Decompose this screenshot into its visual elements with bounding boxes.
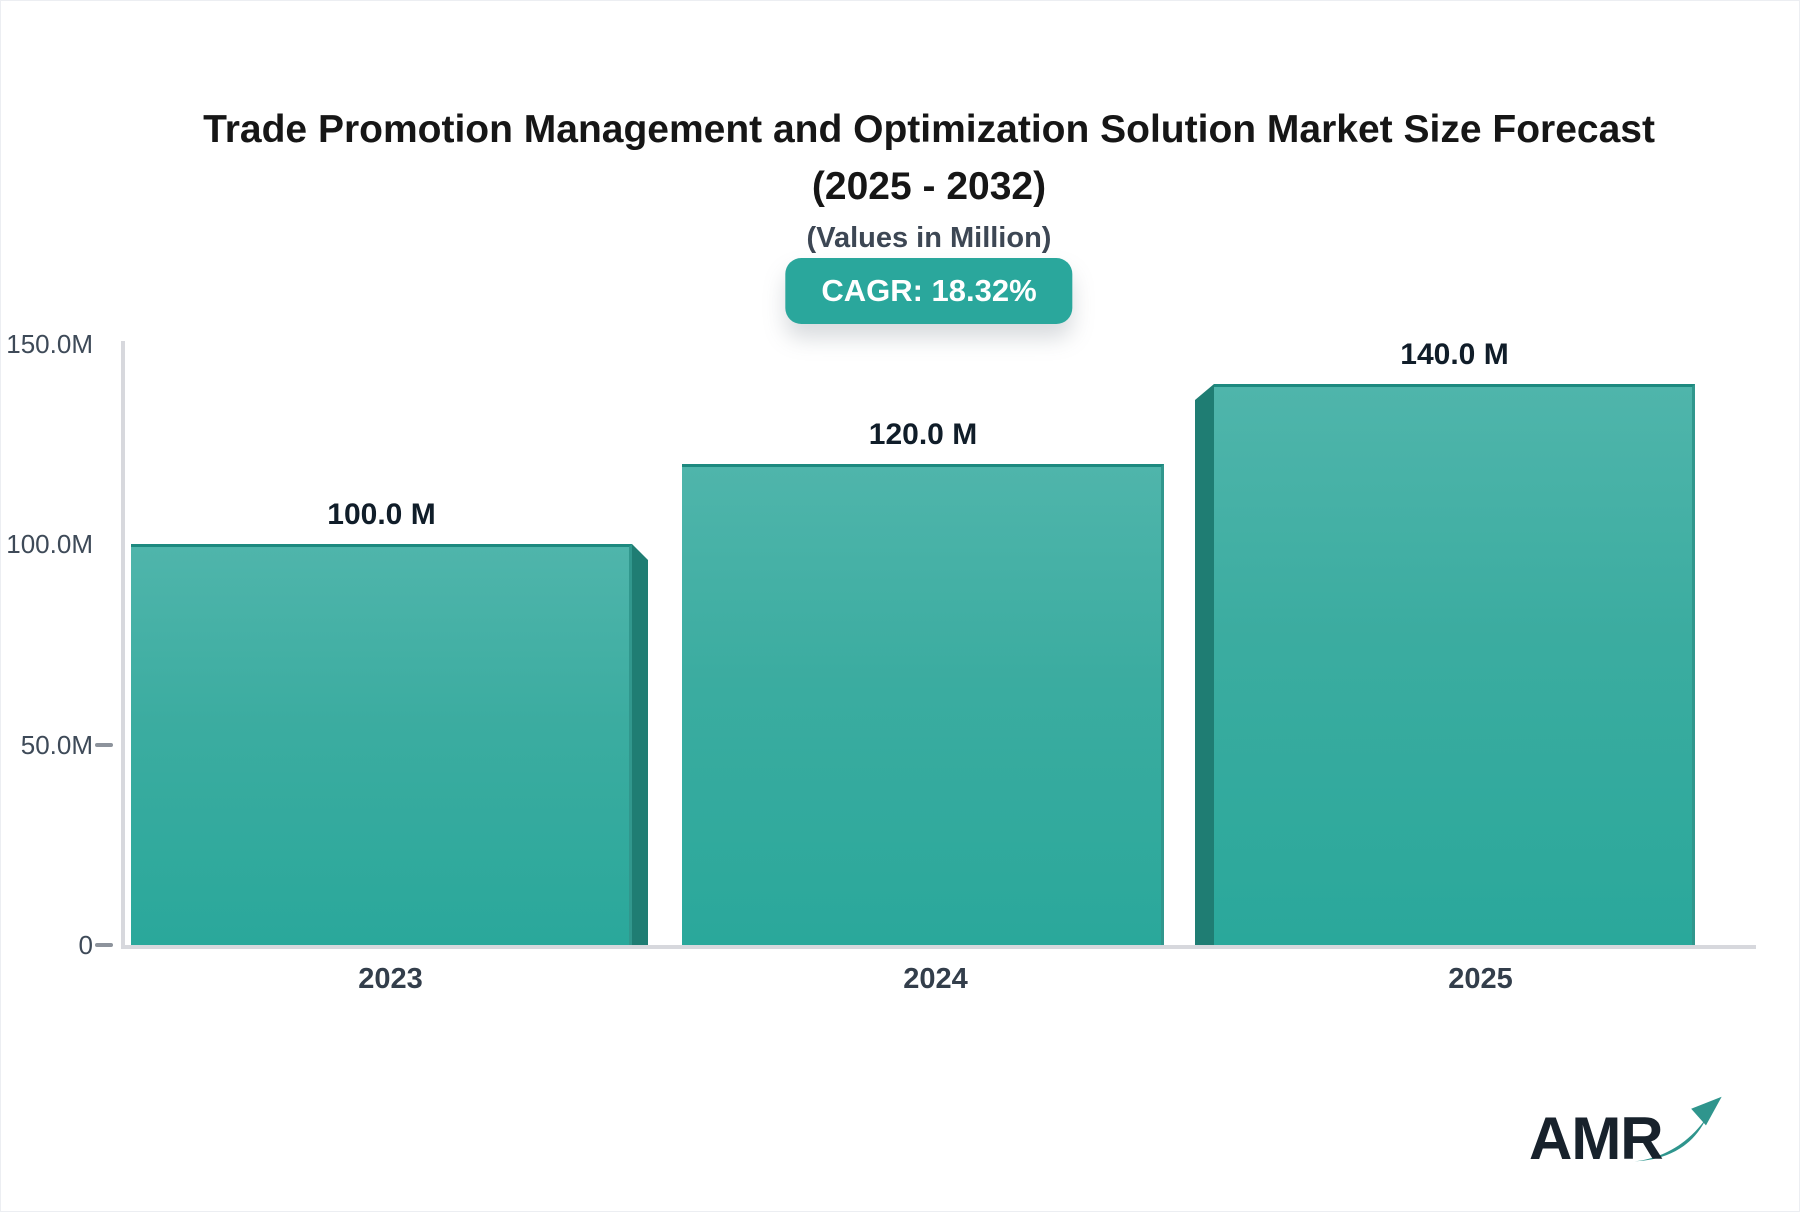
chart-subtitle: (Values in Million) bbox=[806, 222, 1052, 254]
x-axis-label-2025: 2025 bbox=[1448, 963, 1513, 995]
bar-value-label: 100.0 M bbox=[327, 498, 436, 531]
x-axis-label-2024: 2024 bbox=[903, 963, 968, 995]
y-tick-label: 0 bbox=[78, 930, 93, 960]
chart-title-line1: Trade Promotion Management and Optimizat… bbox=[203, 108, 1655, 151]
x-axis-baseline bbox=[121, 945, 1756, 949]
y-tick-label: 50.0M bbox=[20, 729, 93, 760]
amr-logo: AMR bbox=[1529, 1087, 1725, 1171]
chart-title-line2: (2025 - 2032) bbox=[811, 165, 1047, 208]
bar-value-label: 120.0 M bbox=[868, 418, 978, 451]
bar-3d-side bbox=[632, 544, 648, 945]
chart-title: Trade Promotion Management and Optimizat… bbox=[203, 101, 1655, 215]
bar-3d-side bbox=[1195, 384, 1214, 945]
bar-2025 bbox=[1214, 384, 1695, 945]
y-tick-label: 150.0M bbox=[6, 329, 93, 359]
cagr-badge: CAGR: 18.32% bbox=[785, 258, 1073, 324]
bar-value-label: 140.0 M bbox=[1400, 338, 1509, 371]
bar-2023 bbox=[131, 544, 632, 945]
trend-arrow-icon bbox=[1634, 1096, 1722, 1162]
x-axis-label-2023: 2023 bbox=[358, 963, 423, 995]
y-tick-mark bbox=[95, 943, 113, 947]
amr-logo-text: AMR bbox=[1529, 1105, 1664, 1172]
bar-2024 bbox=[682, 464, 1164, 945]
y-axis-line bbox=[121, 341, 125, 949]
y-tick-mark bbox=[95, 742, 113, 747]
y-tick-label: 100.0M bbox=[6, 529, 93, 560]
